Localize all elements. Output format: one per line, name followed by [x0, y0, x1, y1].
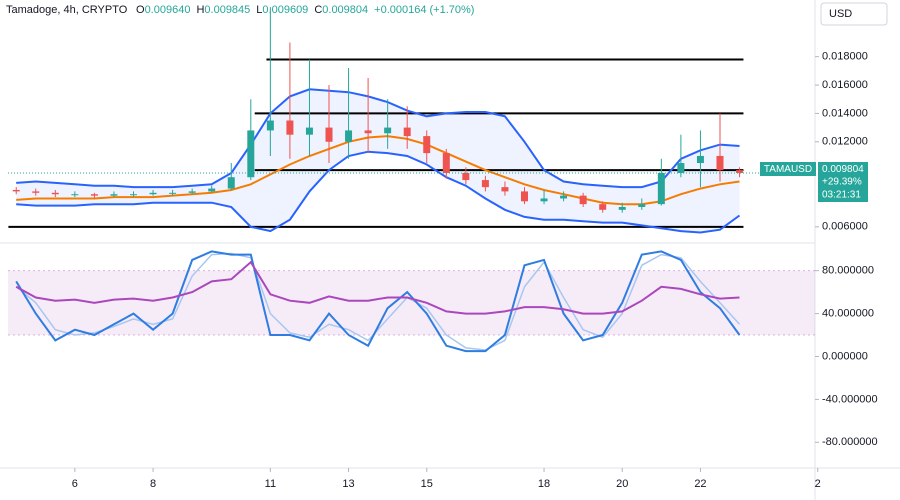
candle-body	[208, 188, 216, 192]
candle-body	[305, 127, 313, 135]
y-tick-label: 0.016000	[822, 79, 868, 91]
y-tick-label: 0.006000	[822, 221, 868, 233]
candle-body	[188, 191, 196, 193]
stoch-d	[15, 252, 741, 351]
candle-body	[12, 189, 20, 192]
quote-value: 0.009804	[322, 4, 368, 16]
candle-body	[71, 194, 79, 196]
candle-body	[696, 155, 704, 164]
candle-body	[345, 130, 353, 142]
symbol-tag: TAMAUSD	[764, 164, 812, 175]
band-upper	[16, 88, 740, 189]
quote-value: 0.009640	[145, 4, 191, 16]
candle-body	[618, 206, 626, 210]
x-tick-label: 22	[694, 478, 706, 490]
band-basis	[16, 135, 740, 206]
quote-line: O0.009640 H0.009845 L0.009609 C0.009804 +0.0…	[136, 4, 474, 16]
candle-body	[736, 170, 744, 173]
quote-change: +0.000164 (+1.70%)	[374, 4, 474, 16]
symbol-title: Tamadoge, 4h, CRYPTO	[6, 4, 128, 16]
plots	[8, 7, 815, 353]
y-tick-label: -80.000000	[822, 436, 878, 448]
x-tick-label: 6	[72, 478, 78, 490]
candle-body	[520, 191, 528, 202]
quote-value: 0.009845	[204, 4, 250, 16]
quote-value: 0.009609	[262, 4, 308, 16]
symbol-tag-bg	[760, 162, 816, 176]
candle-body	[90, 194, 98, 196]
candle-body	[716, 155, 724, 171]
candle-body	[286, 120, 294, 135]
candle-body	[32, 191, 40, 193]
candle-body	[579, 195, 587, 205]
band-lower	[16, 150, 741, 234]
candle-body	[423, 136, 431, 154]
x-tick-label: 20	[616, 478, 628, 490]
rsi-band	[8, 270, 815, 336]
candle-body	[149, 192, 157, 195]
candle-body	[677, 163, 685, 173]
candle-body	[599, 204, 607, 210]
x-tick-label: 13	[342, 478, 354, 490]
candle-body	[462, 172, 470, 181]
quote-key: L	[256, 4, 262, 16]
x-tick-label: 11	[265, 478, 276, 490]
candle-body	[442, 153, 450, 173]
x-tick-label: 2	[815, 478, 821, 490]
y-tick-label: -40.000000	[822, 393, 878, 405]
x-tick-label: 15	[421, 478, 433, 490]
candle-body	[638, 204, 646, 207]
candle-body	[110, 194, 118, 196]
band-fill	[16, 89, 740, 233]
quote-key: H	[196, 4, 204, 16]
rsi-line	[15, 260, 740, 315]
change-pct: +29.39%	[822, 177, 862, 188]
y-tick-label: 0.000000	[822, 350, 868, 362]
y-tick-label: 40.000000	[822, 307, 874, 319]
candle-body	[403, 127, 411, 137]
stoch-k	[15, 250, 741, 353]
candle-body	[481, 180, 489, 188]
candle-body	[384, 127, 392, 134]
candle-body	[325, 127, 333, 142]
candle-body	[247, 130, 255, 178]
candle-body	[364, 130, 372, 134]
y-tick-label: 0.012000	[822, 136, 868, 148]
candle-body	[560, 195, 568, 199]
candle-body	[169, 192, 177, 194]
header: Tamadoge, 4h, CRYPTO O0.009640 H0.009845 L…	[6, 4, 474, 16]
y-tick-label: 0.018000	[822, 51, 868, 63]
quote-key: C	[314, 4, 322, 16]
candle-body	[130, 194, 138, 196]
x-tick-label: 18	[538, 478, 550, 490]
candle-body	[266, 120, 274, 131]
last-price-bg	[818, 162, 868, 202]
candle-body	[657, 172, 665, 205]
candle-body	[501, 187, 509, 192]
candle-body	[227, 177, 235, 189]
countdown: 03:21:31	[822, 190, 861, 201]
last-price: 0.009804	[822, 164, 864, 175]
candle-body	[51, 192, 59, 195]
currency-label[interactable]: USD	[829, 8, 852, 20]
y-tick-label: 80.000000	[822, 265, 874, 277]
candle-body	[540, 198, 548, 202]
currency-button[interactable]	[820, 2, 888, 26]
price-tag: TAMAUSD 0.009804 +29.39% 03:21:31	[760, 162, 868, 202]
y-tick-label: 0.014000	[822, 107, 868, 119]
x-tick-label: 8	[150, 478, 156, 490]
quote-key: O	[136, 4, 145, 16]
